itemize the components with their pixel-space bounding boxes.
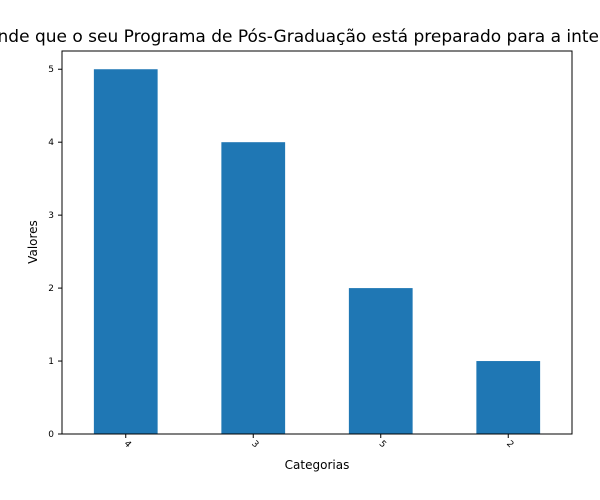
y-tick-label: 2 (48, 284, 54, 294)
bar (348, 288, 413, 434)
y-tick-label: 3 (48, 211, 54, 221)
plot-frame (61, 50, 573, 435)
x-tick-label: 2 (504, 439, 515, 450)
x-tick-label: 5 (377, 439, 388, 450)
chart-title: …nde que o seu Programa de Pós-Graduação… (0, 27, 600, 47)
y-tick-label: 4 (48, 138, 54, 148)
bar (93, 69, 158, 434)
bar (221, 142, 286, 434)
y-tick-label: 1 (48, 357, 54, 367)
y-axis-label: Valores (26, 220, 40, 264)
x-axis-label: Categorias (285, 458, 350, 472)
y-tick-label: 0 (48, 430, 54, 440)
bar (476, 361, 541, 434)
x-tick-label: 3 (249, 439, 260, 450)
plot-area: 0 1 2 3 4 5 4 3 5 2 (48, 50, 573, 450)
x-tick-label: 4 (122, 439, 133, 450)
y-tick-label: 5 (48, 65, 54, 75)
